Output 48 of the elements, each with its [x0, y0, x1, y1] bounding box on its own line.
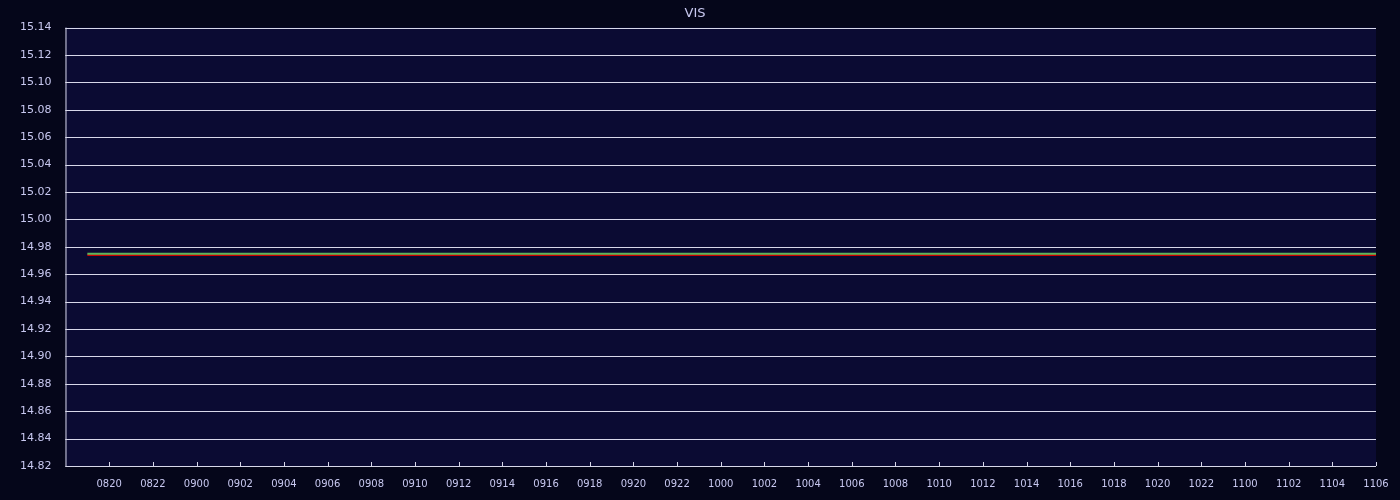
y-tick-label: 14.84 — [19, 431, 52, 445]
chart-title: VIS — [684, 5, 706, 21]
x-tick-label: 1010 — [926, 477, 952, 489]
x-tick-label: 0908 — [358, 477, 384, 489]
x-tick-label: 0920 — [620, 477, 647, 489]
y-tick-label: 15.06 — [19, 130, 52, 144]
x-tick-label: 0822 — [140, 477, 166, 489]
x-tick-label: 0918 — [576, 477, 603, 489]
x-tick-label: 1102 — [1275, 477, 1302, 489]
x-tick-label: 0912 — [445, 477, 472, 489]
y-tick-label: 15.08 — [19, 102, 52, 116]
y-tick-label: 15.02 — [19, 184, 52, 198]
y-tick-label: 15.00 — [19, 212, 52, 226]
x-tick-label: 1000 — [708, 477, 734, 489]
x-tick-label: 1016 — [1057, 477, 1083, 489]
y-tick-label: 14.90 — [19, 349, 52, 363]
x-tick-label: 1100 — [1232, 477, 1258, 489]
x-tick-label: 0902 — [227, 477, 253, 489]
x-tick-label: 0922 — [664, 477, 690, 489]
x-tick-label: 1006 — [839, 477, 865, 489]
y-tick-label: 14.98 — [19, 239, 52, 253]
y-tick-label: 14.86 — [19, 404, 52, 418]
x-tick-label: 1018 — [1101, 477, 1127, 489]
x-tick-label: 0914 — [489, 477, 516, 489]
x-tick-label: 0820 — [96, 477, 122, 489]
x-tick-label: 0906 — [314, 477, 341, 489]
x-tick-label: 1002 — [751, 477, 778, 489]
x-tick-label: 1106 — [1363, 477, 1389, 489]
x-tick-label: 1014 — [1013, 477, 1040, 489]
y-tick-label: 14.96 — [19, 267, 52, 281]
y-tick-label: 14.92 — [19, 321, 52, 335]
y-tick-label: 15.12 — [19, 47, 52, 61]
x-tick-label: 1022 — [1188, 477, 1214, 489]
y-tick-label: 15.04 — [19, 157, 52, 171]
x-tick-label: 0900 — [183, 477, 210, 489]
x-tick-label: 0916 — [533, 477, 559, 489]
y-tick-label: 14.94 — [19, 294, 52, 308]
y-tick-label: 15.10 — [19, 75, 52, 89]
y-tick-label: 14.88 — [19, 376, 52, 390]
x-tick-label: 0910 — [402, 477, 428, 489]
x-tick-label: 1004 — [795, 477, 821, 489]
x-tick-label: 1104 — [1319, 477, 1346, 489]
y-tick-label: 14.82 — [19, 458, 52, 472]
y-tick-label: 15.14 — [19, 20, 52, 34]
x-tick-label: 1012 — [970, 477, 996, 489]
x-tick-label: 1020 — [1144, 477, 1171, 489]
x-tick-label: 0904 — [271, 477, 297, 489]
x-tick-label: 1008 — [882, 477, 909, 489]
